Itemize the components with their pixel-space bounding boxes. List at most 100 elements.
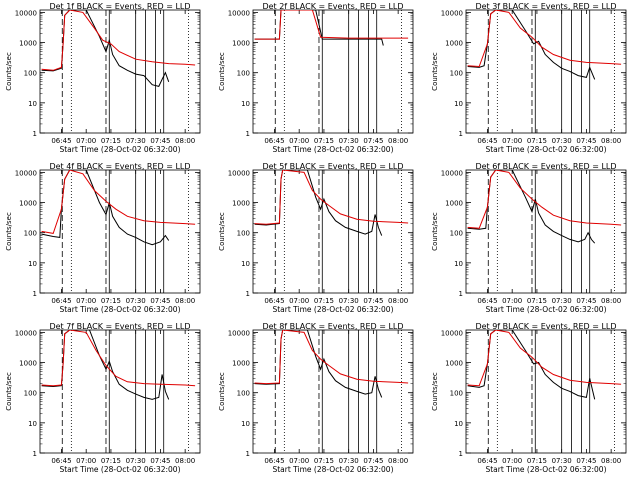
x-tick-label: 08:00 [601,137,621,145]
y-tick-label: 100 [237,390,250,398]
plot-frame [252,9,414,134]
y-tick-label: 10 [241,260,250,268]
y-tick-label: 10 [241,100,250,108]
x-tick-label: 07:15 [314,137,334,145]
x-tick-label: 07:00 [76,297,96,305]
x-tick-label: 07:15 [101,297,121,305]
events-series-line [467,10,596,80]
x-tick-label: 07:45 [363,457,383,465]
lld-series-line [467,170,622,229]
x-tick-label: 07:30 [552,297,572,305]
x-tick-label: 08:00 [175,457,195,465]
detector-panel-8: Det 8f BLACK = Events, RED = LLD 1 10 100 10… [218,322,414,474]
x-axis-label: Start Time (28-Oct-02 06:32:00) [59,305,180,314]
y-tick-label: 1 [246,290,250,298]
events-series-line [467,330,596,400]
y-tick-label: 1 [459,450,463,458]
x-tick-label: 07:30 [552,137,572,145]
y-tick-label: 1000 [445,200,463,208]
x-tick-label: 07:00 [289,457,309,465]
y-tick-label: 1 [246,450,250,458]
y-axis-label: Counts/sec [218,372,226,411]
x-tick-label: 07:30 [339,137,359,145]
y-tick-label: 1 [33,290,37,298]
x-tick-label: 07:15 [527,137,547,145]
plot-frame [465,329,627,454]
x-tick-label: 07:30 [126,457,146,465]
x-tick-label: 08:00 [175,297,195,305]
panel-title: Det 4f BLACK = Events, RED = LLD [49,162,190,171]
y-tick-label: 100 [450,70,463,78]
x-tick-label: 07:15 [101,457,121,465]
lld-series-line [467,330,622,387]
lld-series-line [41,10,196,71]
x-tick-label: 07:00 [502,457,522,465]
x-tick-label: 07:30 [126,137,146,145]
x-tick-label: 07:45 [576,137,596,145]
panel-title: Det 7f BLACK = Events, RED = LLD [49,322,190,331]
y-tick-label: 1 [459,290,463,298]
detector-panel-9: Det 9f BLACK = Events, RED = LLD 1 10 100 10… [431,322,627,474]
panel-title: Det 6f BLACK = Events, RED = LLD [475,162,616,171]
y-tick-label: 1000 [445,360,463,368]
y-tick-label: 10000 [441,9,463,17]
x-tick-label: 07:15 [314,457,334,465]
y-tick-label: 10000 [441,169,463,177]
lld-series-line [41,170,196,234]
panel-title: Det 3f BLACK = Events, RED = LLD [475,2,616,11]
x-tick-label: 07:15 [527,457,547,465]
y-tick-label: 10000 [15,9,37,17]
y-tick-label: 1000 [19,200,37,208]
y-tick-label: 10 [454,260,463,268]
x-tick-label: 06:45 [477,297,497,305]
y-tick-label: 100 [24,70,37,78]
detector-panel-7: Det 7f BLACK = Events, RED = LLD 1 10 100 10… [5,322,201,474]
panel-title: Det 2f BLACK = Events, RED = LLD [262,2,403,11]
y-tick-label: 1 [33,130,37,138]
x-tick-label: 07:30 [552,457,572,465]
y-tick-label: 10 [28,260,37,268]
y-tick-label: 1 [459,130,463,138]
y-tick-label: 1000 [19,360,37,368]
y-axis-label: Counts/sec [431,372,439,411]
x-tick-label: 07:45 [576,457,596,465]
x-tick-label: 06:45 [264,137,284,145]
y-tick-label: 100 [24,390,37,398]
plot-frame [39,9,201,134]
x-tick-label: 07:15 [527,297,547,305]
x-tick-label: 07:45 [150,457,170,465]
x-tick-label: 06:45 [51,137,71,145]
y-tick-label: 100 [450,230,463,238]
y-axis-label: Counts/sec [218,212,226,251]
x-tick-label: 07:00 [76,457,96,465]
y-tick-label: 10000 [441,329,463,337]
x-axis-label: Start Time (28-Oct-02 06:32:00) [272,145,393,154]
x-axis-label: Start Time (28-Oct-02 06:32:00) [485,145,606,154]
lld-series-line [467,10,622,68]
x-tick-label: 07:00 [289,137,309,145]
y-tick-label: 100 [237,70,250,78]
detector-panel-3: Det 3f BLACK = Events, RED = LLD 1 10 100 10… [431,2,627,154]
x-tick-label: 06:45 [264,297,284,305]
x-tick-label: 08:00 [175,137,195,145]
x-axis-label: Start Time (28-Oct-02 06:32:00) [59,145,180,154]
x-tick-label: 07:45 [363,297,383,305]
lld-series-line [254,170,409,225]
x-tick-label: 07:45 [150,297,170,305]
x-tick-label: 07:00 [76,137,96,145]
x-tick-label: 08:00 [601,297,621,305]
x-axis-label: Start Time (28-Oct-02 06:32:00) [272,305,393,314]
x-tick-label: 07:30 [339,457,359,465]
detector-panel-4: Det 4f BLACK = Events, RED = LLD 1 10 100 10… [5,162,201,314]
x-axis-label: Start Time (28-Oct-02 06:32:00) [485,305,606,314]
x-tick-label: 07:15 [314,297,334,305]
x-tick-label: 06:45 [264,457,284,465]
y-axis-label: Counts/sec [5,212,13,251]
y-tick-label: 100 [237,230,250,238]
x-tick-label: 07:45 [576,297,596,305]
plot-frame [252,329,414,454]
x-tick-label: 06:45 [51,457,71,465]
y-tick-label: 1000 [19,40,37,48]
x-tick-label: 06:45 [51,297,71,305]
x-tick-label: 07:15 [101,137,121,145]
